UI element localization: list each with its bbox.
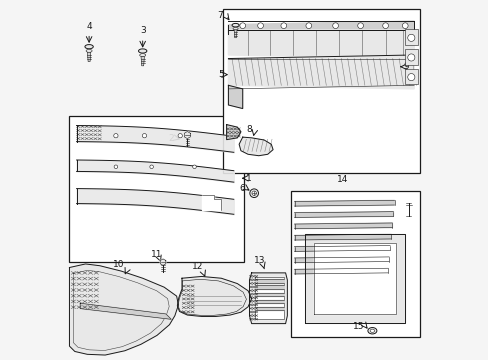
Polygon shape xyxy=(228,21,413,33)
Ellipse shape xyxy=(140,54,145,57)
Text: 1: 1 xyxy=(246,174,251,183)
Circle shape xyxy=(192,165,196,168)
Ellipse shape xyxy=(369,329,374,332)
Text: 6: 6 xyxy=(239,184,245,193)
Text: 14: 14 xyxy=(336,175,348,184)
Circle shape xyxy=(357,23,363,28)
Text: 12: 12 xyxy=(192,262,203,271)
Text: 3: 3 xyxy=(140,26,145,35)
Text: 10: 10 xyxy=(113,260,124,269)
Polygon shape xyxy=(177,276,251,316)
Polygon shape xyxy=(201,195,221,210)
Polygon shape xyxy=(294,201,394,206)
Bar xyxy=(405,29,417,45)
Circle shape xyxy=(142,134,146,138)
Circle shape xyxy=(257,23,263,28)
Polygon shape xyxy=(255,285,283,289)
Polygon shape xyxy=(294,212,393,217)
Polygon shape xyxy=(255,300,283,303)
Circle shape xyxy=(240,23,245,28)
Text: 2: 2 xyxy=(168,134,174,143)
Polygon shape xyxy=(255,293,283,296)
Circle shape xyxy=(305,23,311,28)
Circle shape xyxy=(407,73,414,81)
Polygon shape xyxy=(294,234,390,240)
Text: 9: 9 xyxy=(403,62,408,71)
Polygon shape xyxy=(141,57,144,66)
Text: 8: 8 xyxy=(245,126,251,135)
Polygon shape xyxy=(249,273,287,324)
Bar xyxy=(290,191,419,337)
Bar xyxy=(69,116,244,262)
Polygon shape xyxy=(294,246,389,251)
Polygon shape xyxy=(255,279,283,283)
Circle shape xyxy=(178,134,182,138)
Ellipse shape xyxy=(233,27,238,30)
Circle shape xyxy=(114,165,118,168)
Polygon shape xyxy=(228,85,242,109)
Polygon shape xyxy=(69,264,178,355)
Bar xyxy=(223,9,419,173)
Polygon shape xyxy=(294,257,388,263)
Bar xyxy=(405,68,417,84)
Circle shape xyxy=(149,165,153,168)
Polygon shape xyxy=(305,234,405,323)
Polygon shape xyxy=(228,59,413,89)
Polygon shape xyxy=(255,277,283,319)
Text: 11: 11 xyxy=(151,249,163,258)
Circle shape xyxy=(382,23,387,28)
Polygon shape xyxy=(294,223,391,229)
Ellipse shape xyxy=(232,23,239,27)
Polygon shape xyxy=(80,303,171,319)
Text: 7: 7 xyxy=(217,11,223,20)
Circle shape xyxy=(114,134,118,138)
Circle shape xyxy=(407,54,414,61)
Polygon shape xyxy=(255,307,283,310)
Text: 5: 5 xyxy=(218,70,224,79)
Polygon shape xyxy=(226,125,241,140)
Text: 15: 15 xyxy=(352,322,364,331)
Text: 13: 13 xyxy=(254,256,265,265)
Circle shape xyxy=(332,23,338,28)
Circle shape xyxy=(407,34,414,41)
Bar xyxy=(405,49,417,64)
Ellipse shape xyxy=(85,45,93,49)
Polygon shape xyxy=(184,131,190,139)
Polygon shape xyxy=(160,259,165,265)
Polygon shape xyxy=(228,30,413,59)
Polygon shape xyxy=(313,243,395,314)
Circle shape xyxy=(281,23,286,28)
Circle shape xyxy=(402,23,407,28)
Ellipse shape xyxy=(367,328,376,334)
Ellipse shape xyxy=(86,49,92,52)
Polygon shape xyxy=(239,137,272,156)
Polygon shape xyxy=(294,268,387,274)
Ellipse shape xyxy=(138,49,146,53)
Text: 4: 4 xyxy=(86,22,92,31)
Polygon shape xyxy=(234,30,237,38)
Polygon shape xyxy=(87,52,91,62)
Circle shape xyxy=(251,191,256,195)
Circle shape xyxy=(249,189,258,198)
